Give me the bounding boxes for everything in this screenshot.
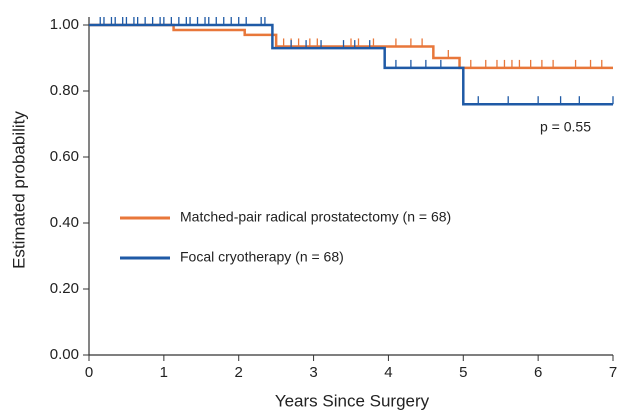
y-tick-label: 0.20 bbox=[50, 280, 79, 297]
y-tick-label: 0.60 bbox=[50, 148, 79, 165]
x-tick-label: 2 bbox=[235, 364, 243, 381]
y-tick-label: 0.00 bbox=[50, 346, 79, 363]
y-tick-label: 1.00 bbox=[50, 16, 79, 33]
x-tick-label: 3 bbox=[309, 364, 317, 381]
x-tick-label: 1 bbox=[160, 364, 168, 381]
survival-line bbox=[89, 23, 613, 106]
x-tick-label: 4 bbox=[384, 364, 392, 381]
annotation: p = 0.55 bbox=[540, 119, 591, 135]
survival-line bbox=[89, 23, 613, 70]
legend-label: Focal cryotherapy (n = 68) bbox=[180, 249, 344, 265]
legend-label: Matched-pair radical prostatectomy (n = … bbox=[180, 209, 451, 225]
y-tick-label: 0.80 bbox=[50, 82, 79, 99]
x-axis-title: Years Since Surgery bbox=[275, 391, 430, 410]
x-tick-label: 6 bbox=[534, 364, 542, 381]
y-axis-title: Estimated probability bbox=[9, 111, 28, 269]
y-tick-label: 0.40 bbox=[50, 214, 79, 231]
x-tick-label: 7 bbox=[609, 364, 617, 381]
x-tick-label: 5 bbox=[459, 364, 467, 381]
x-tick-label: 0 bbox=[85, 364, 93, 381]
